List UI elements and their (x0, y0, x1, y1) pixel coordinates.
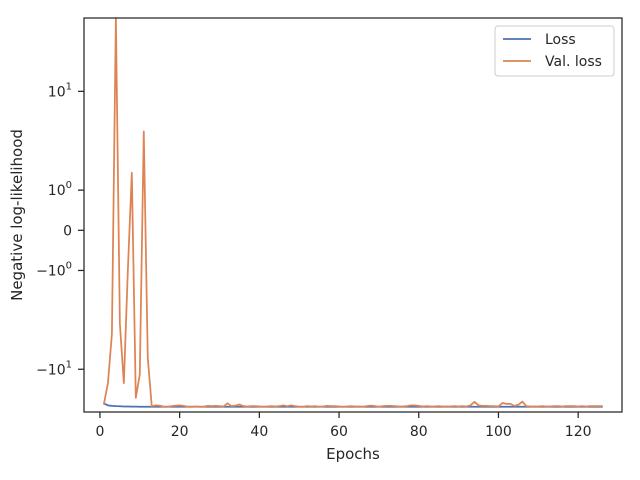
x-tick-label: 80 (410, 424, 428, 440)
y-axis: 101 100 0 −100 −101 (36, 81, 84, 378)
y-tick-label: 100 (48, 180, 72, 199)
x-tick-label: 60 (330, 424, 348, 440)
y-tick-label: 101 (48, 81, 72, 100)
series-lines (103, 18, 603, 408)
legend-label: Loss (545, 32, 576, 48)
y-tick-label: −100 (36, 260, 72, 279)
y-axis-label: Negative log-likelihood (8, 129, 26, 301)
x-axis: 0 20 40 60 80 100 120 (95, 412, 592, 440)
plot-area (103, 18, 603, 408)
y-tick-label: 0 (63, 223, 72, 239)
x-tick-label: 40 (250, 424, 268, 440)
legend-label: Val. loss (545, 54, 602, 70)
x-tick-label: 120 (565, 424, 592, 440)
x-tick-label: 20 (171, 424, 189, 440)
series-line-1 (103, 18, 603, 408)
y-tick-label: −101 (36, 359, 72, 378)
legend: Loss Val. loss (494, 25, 615, 77)
x-axis-label: Epochs (326, 445, 380, 463)
x-tick-label: 100 (485, 424, 512, 440)
x-tick-label: 0 (95, 424, 104, 440)
axes-frame (83, 17, 623, 413)
